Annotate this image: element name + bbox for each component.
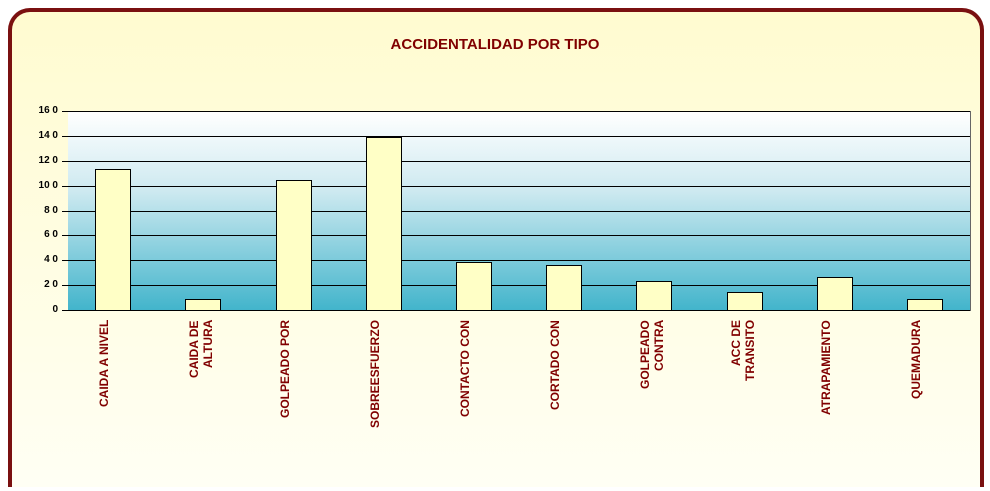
plot-area — [68, 111, 971, 311]
x-tick-label: CAIDA A NIVEL — [97, 320, 112, 408]
grid-line — [68, 235, 970, 237]
y-tick-label: 8 0 — [44, 204, 58, 216]
y-tick-mark — [62, 235, 68, 237]
y-tick-label: 10 0 — [38, 179, 58, 191]
grid-line — [68, 160, 970, 162]
x-tick-label: GOLPEADO POR — [277, 320, 292, 419]
bar — [906, 298, 943, 311]
y-tick-mark — [62, 111, 68, 112]
grid-line — [68, 260, 970, 262]
chart-title: ACCIDENTALIDAD POR TIPO — [390, 36, 600, 53]
x-tick-label: CORTADO CON — [548, 320, 563, 410]
bar — [636, 281, 673, 311]
bar — [546, 264, 583, 311]
bar — [275, 180, 312, 311]
y-tick-label: 14 0 — [38, 129, 58, 141]
y-tick-label: 12 0 — [38, 154, 58, 166]
y-tick-label: 4 0 — [44, 254, 58, 266]
x-tick-label: ATRAPAMIENTO — [818, 320, 833, 415]
grid-line — [68, 185, 970, 187]
y-tick-label: 6 0 — [44, 229, 58, 241]
y-tick-mark — [62, 135, 68, 137]
bar — [726, 292, 763, 311]
x-tick-label: SOBREESFUERZO — [367, 320, 382, 429]
x-tick-label: QUEMADURA — [908, 320, 923, 400]
y-tick-mark — [62, 310, 68, 311]
x-tick-label: CAIDA DE ALTURA — [187, 320, 216, 378]
grid-line — [68, 285, 970, 287]
grid-line — [68, 135, 970, 137]
y-tick-label: 2 0 — [44, 279, 58, 291]
x-tick-label: CONTACTO CON — [457, 320, 472, 417]
grid-line — [68, 210, 970, 212]
x-tick-label: GOLPEADO CONTRA — [638, 320, 667, 389]
y-tick-label: 0 — [52, 304, 58, 315]
y-tick-label: 16 0 — [38, 105, 58, 116]
bar — [816, 277, 853, 311]
grid-line — [68, 310, 970, 311]
bar — [185, 298, 222, 311]
grid-line — [68, 111, 970, 112]
x-tick-label: ACC DE TRANSITO — [728, 320, 757, 382]
y-tick-mark — [62, 210, 68, 212]
y-tick-mark — [62, 160, 68, 162]
y-tick-mark — [62, 285, 68, 287]
bar — [95, 169, 132, 311]
y-tick-mark — [62, 260, 68, 262]
bar — [365, 136, 402, 311]
bar — [455, 262, 492, 311]
y-tick-mark — [62, 185, 68, 187]
